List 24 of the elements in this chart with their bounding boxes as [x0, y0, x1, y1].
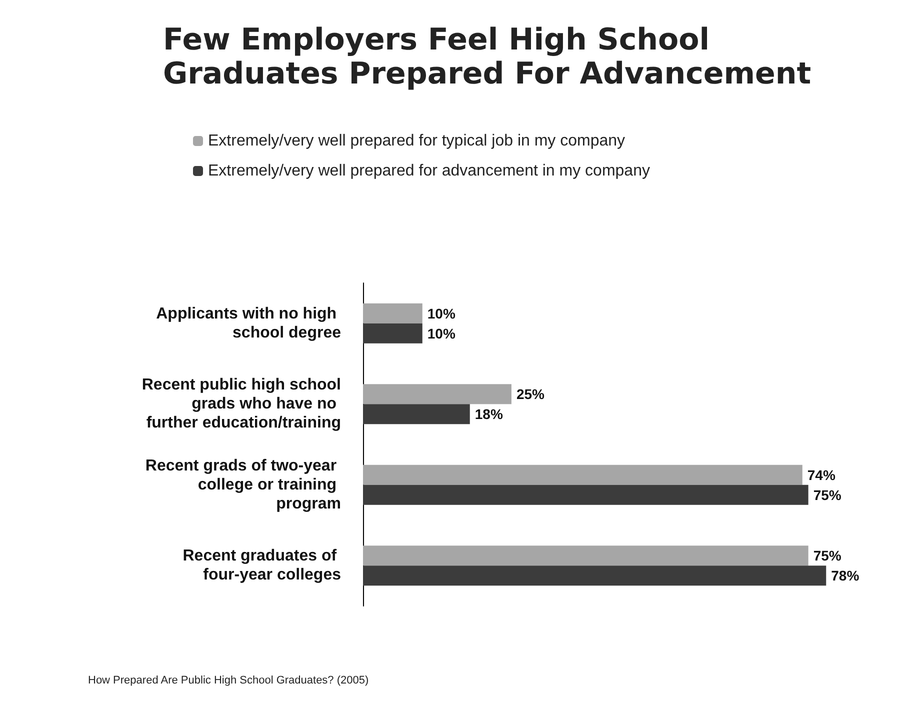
data-label: 10%: [427, 305, 456, 322]
y-tick-label: Applicants with no high school degree: [156, 305, 342, 342]
data-label: 18%: [474, 406, 504, 422]
bar: [363, 303, 422, 324]
bar: [363, 404, 470, 424]
data-label: 75%: [813, 486, 842, 503]
bar: [363, 464, 802, 485]
y-tick-label: Recent grads of two-year college or training program: [145, 457, 341, 512]
bar: [363, 566, 826, 586]
legend-label: Extremely/very well prepared for advancement in my company: [208, 162, 650, 180]
bar: [363, 384, 512, 404]
bar: [363, 546, 808, 566]
chart-title: Few Employers Feel High School Graduates Prepared For Advancement: [163, 22, 812, 92]
data-label: 10%: [427, 325, 456, 342]
text: How Prepared Are Public High School Graduates? (2005): [88, 674, 369, 686]
bar: [363, 484, 808, 505]
bar: [363, 323, 422, 344]
data-label: 25%: [516, 386, 546, 402]
legend-label: Extremely/very well prepared for typical job in my company: [208, 132, 626, 150]
data-label: 74%: [807, 466, 836, 483]
data-label: 75%: [813, 548, 842, 564]
y-tick-label: Recent public high school grads who have no further education/training: [142, 376, 341, 432]
data-label: 78%: [831, 568, 860, 584]
y-tick-label: Recent graduates of four-year colleges: [182, 548, 342, 584]
